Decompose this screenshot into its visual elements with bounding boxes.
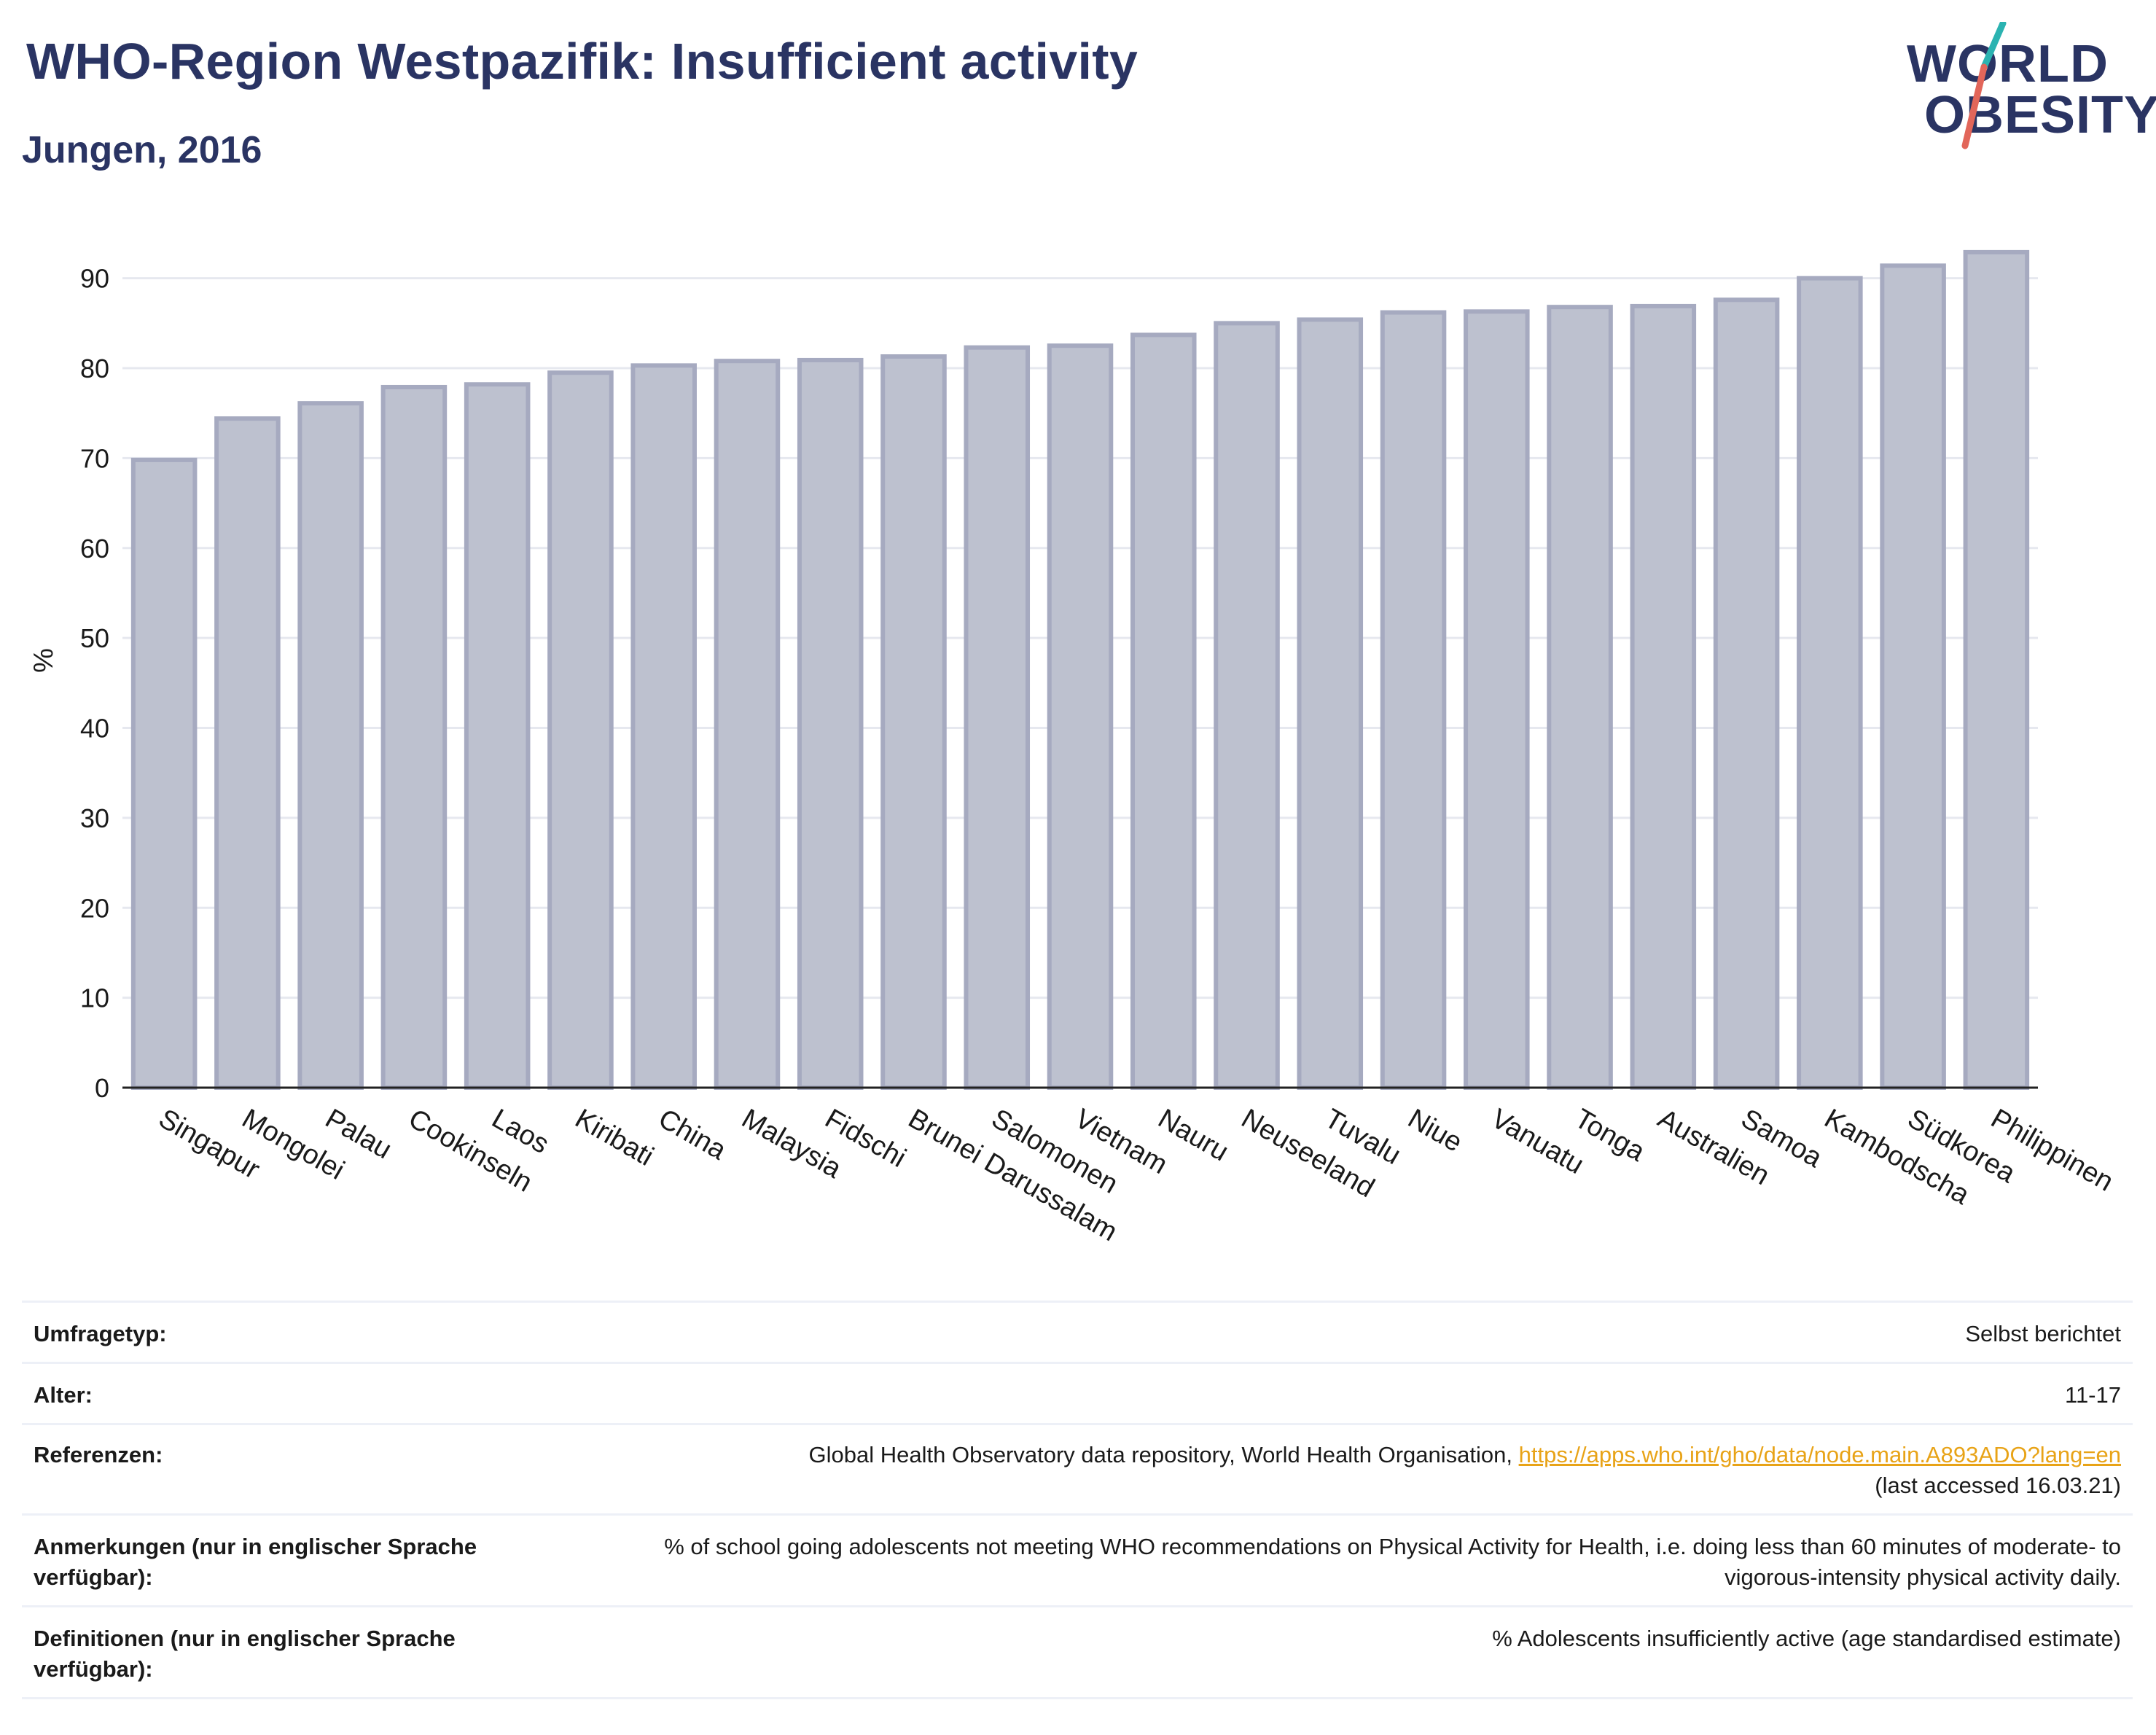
y-tick-label: 30 — [80, 803, 109, 833]
bar-laos — [464, 382, 531, 1090]
logo-line2: OBESITY — [1924, 86, 2156, 144]
bar-malaysia — [714, 359, 781, 1090]
bar-mongolei — [214, 416, 281, 1090]
bar-vanuatu — [1464, 309, 1530, 1090]
bar-fidschi — [797, 357, 864, 1091]
info-label: Definitionen (nur in englischer Sprache … — [34, 1626, 456, 1682]
reference-text: Global Health Observatory data repositor… — [808, 1442, 1519, 1467]
y-tick-label: 60 — [80, 534, 109, 564]
bar-australien — [1630, 303, 1697, 1090]
x-tick-label: Niue — [1403, 1103, 1468, 1158]
bar-samoa — [1713, 297, 1780, 1091]
y-tick-label: 0 — [95, 1073, 109, 1103]
info-label: Umfragetyp: — [34, 1321, 167, 1346]
bars — [130, 249, 2030, 1091]
info-row-survey-type: Umfragetyp: Selbst berichtet — [22, 1301, 2133, 1363]
info-value: % of school going adolescents not meetin… — [664, 1534, 2121, 1590]
bar-singapur — [130, 457, 198, 1090]
info-row-age: Alter: 11-17 — [22, 1362, 2133, 1424]
bar-china — [630, 363, 697, 1091]
world-obesity-logo: WORLD OBESITY — [1902, 22, 2156, 153]
info-value: Selbst berichtet — [1965, 1321, 2121, 1346]
info-value: Global Health Observatory data repositor… — [570, 1424, 2133, 1515]
bar-niue — [1380, 310, 1447, 1090]
y-axis-label: % — [28, 648, 59, 673]
y-tick-label: 80 — [80, 354, 109, 383]
bar-tonga — [1547, 305, 1613, 1090]
y-tick-label: 90 — [80, 264, 109, 294]
info-row-definitions: Definitionen (nur in englischer Sprache … — [22, 1606, 2133, 1699]
bar-kambodscha — [1797, 276, 1863, 1091]
reference-accessed: (last accessed 16.03.21) — [1875, 1473, 2121, 1498]
info-row-references: Referenzen: Global Health Observatory da… — [22, 1424, 2133, 1515]
x-tick-label: Vanuatu — [1486, 1103, 1589, 1180]
bar-chart: 0102030405060708090SingapurMongoleiPalau… — [28, 249, 2118, 1247]
y-tick-label: 40 — [80, 714, 109, 744]
info-label: Alter: — [34, 1382, 93, 1408]
x-tick-label: Kiribati — [570, 1103, 659, 1171]
info-value: % Adolescents insufficiently active (age… — [1492, 1626, 2121, 1651]
logo-line1: WORLD — [1907, 35, 2109, 93]
bar-vietnam — [1047, 343, 1114, 1091]
bar-cookinseln — [380, 384, 448, 1090]
bar-neuseeland — [1214, 321, 1280, 1091]
info-value: 11-17 — [2065, 1382, 2121, 1408]
bar-nauru — [1130, 332, 1197, 1090]
bar-philippinen — [1963, 249, 2030, 1091]
info-label: Anmerkungen (nur in englischer Sprache v… — [34, 1534, 477, 1590]
bar-tuvalu — [1297, 317, 1364, 1090]
chart-subtitle: Jungen, 2016 — [22, 129, 262, 171]
y-tick-label: 50 — [80, 623, 109, 653]
bar-südkorea — [1880, 263, 1946, 1091]
bar-salomonen — [964, 345, 1031, 1090]
bar-palau — [297, 401, 364, 1090]
x-tick-label: China — [653, 1103, 732, 1166]
chart-title: WHO-Region Westpazifik: Insufficient act… — [26, 33, 1138, 90]
info-table: Umfragetyp: Selbst berichtet Alter: 11-1… — [22, 1301, 2133, 1699]
y-tick-label: 20 — [80, 893, 109, 923]
reference-link[interactable]: https://apps.who.int/gho/data/node.main.… — [1518, 1442, 2121, 1467]
info-row-notes: Anmerkungen (nur in englischer Sprache v… — [22, 1514, 2133, 1607]
y-tick-label: 10 — [80, 983, 109, 1013]
bar-kiribati — [547, 370, 614, 1090]
y-tick-label: 70 — [80, 443, 109, 473]
info-label: Referenzen: — [34, 1442, 163, 1467]
logo-slash-icon — [1961, 22, 2007, 149]
bar-brunei-darussalam — [880, 354, 947, 1091]
